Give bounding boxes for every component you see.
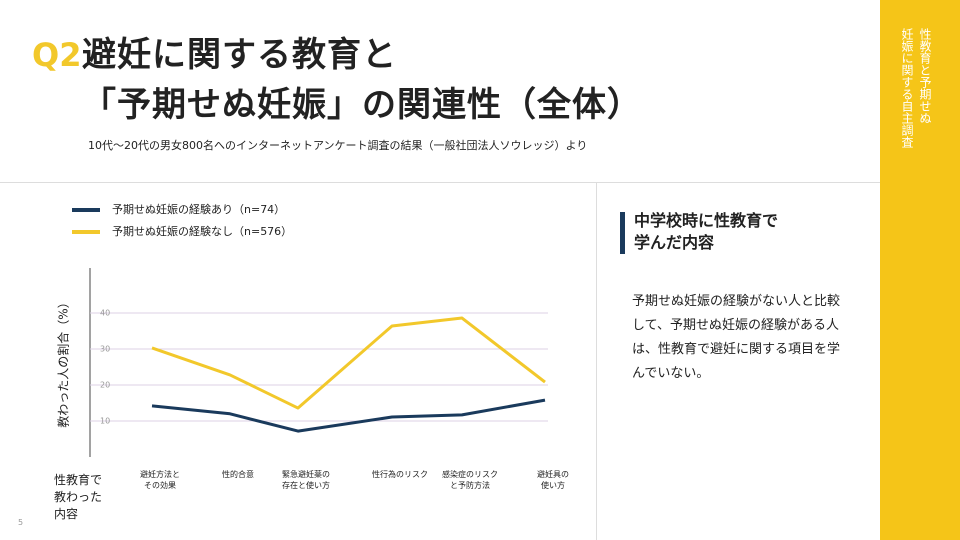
- y-axis-label: 教わった人の割合（%）: [56, 296, 71, 427]
- badge: Q2: [32, 36, 82, 74]
- sidebar: [880, 0, 960, 540]
- series-line: [151, 316, 546, 410]
- legend-label: 予期せぬ妊娠の経験なし（n=576）: [112, 224, 292, 238]
- panel-heading: 中学校時に性教育で 学んだ内容: [634, 211, 779, 252]
- x-tick-label: 避妊具の 使い方: [537, 470, 569, 490]
- y-tick-label: 10: [100, 417, 110, 426]
- y-tick-label: 20: [100, 381, 110, 390]
- heading-bar: [620, 212, 625, 254]
- x-tick-label: 性行為のリスク: [372, 470, 428, 479]
- sidebar-text: 性教育と予期せぬ 妊娠に関する自主調査: [900, 28, 932, 148]
- page-number: 5: [18, 518, 24, 527]
- subtitle: 10代～20代の男女800名へのインターネットアンケート調査の結果（一般社団法人…: [88, 139, 588, 152]
- legend-label: 予期せぬ妊娠の経験あり（n=74）: [112, 202, 285, 216]
- chart: 教わった人の割合（%） 10 20 30 40 予期せぬ妊娠の経験あり（n=74） 予期せ…: [56, 202, 548, 457]
- divider: [0, 182, 880, 183]
- title: 避妊に関する教育と 「予期せぬ妊娠」の関連性（全体）: [82, 35, 642, 125]
- series-line: [151, 398, 546, 433]
- x-tick-label: 性的合意: [222, 470, 254, 479]
- x-tick-label: 避妊方法と その効果: [140, 470, 180, 490]
- panel-body: 予期せぬ妊娠の経験がない人と比較して、予期せぬ妊娠の経験がある人は、性教育で避妊…: [632, 294, 841, 381]
- x-tick-label: 感染症のリスク と予防方法: [442, 470, 498, 490]
- y-tick-label: 40: [100, 309, 110, 318]
- divider: [596, 183, 597, 540]
- x-axis-label: 性教育で 教わった 内容: [54, 473, 103, 521]
- y-tick-label: 30: [100, 345, 110, 354]
- x-tick-label: 緊急避妊薬の 存在と使い方: [282, 470, 330, 490]
